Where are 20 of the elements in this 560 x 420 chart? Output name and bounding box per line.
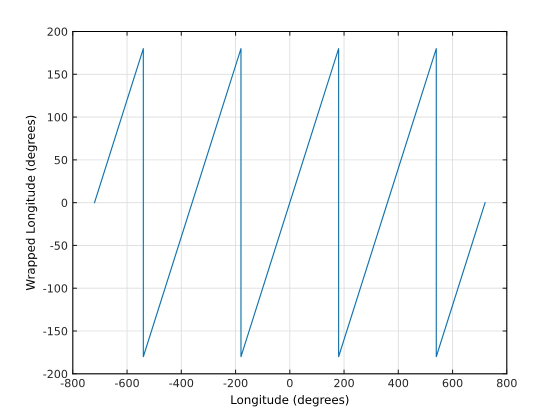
- y-tick-label: -50: [50, 241, 68, 250]
- y-tick-label: -150: [43, 326, 68, 336]
- y-tick-label: 50: [54, 156, 68, 164]
- x-tick-label: 0: [287, 378, 293, 388]
- x-tick-label: 800: [496, 378, 517, 388]
- x-tick-label: 400: [388, 378, 408, 388]
- y-tick-label: -100: [43, 284, 68, 293]
- y-tick-label: -200: [43, 370, 68, 378]
- x-tick-label: -600: [114, 378, 139, 388]
- y-axis-title: Wrapped Longitude (degrees): [26, 116, 38, 290]
- y-tick-label: 0: [62, 198, 68, 208]
- x-tick-label: 600: [442, 378, 462, 388]
- x-tick-label: -800: [60, 378, 85, 388]
- y-tick-label: 200: [48, 27, 68, 36]
- y-tick-label: 100: [48, 113, 68, 122]
- x-tick-label: -400: [169, 378, 194, 388]
- x-axis-title: Longitude (degrees): [231, 394, 348, 406]
- y-tick-label: 150: [48, 70, 68, 79]
- x-tick-label: 200: [334, 378, 354, 388]
- x-tick-label: -200: [223, 378, 248, 388]
